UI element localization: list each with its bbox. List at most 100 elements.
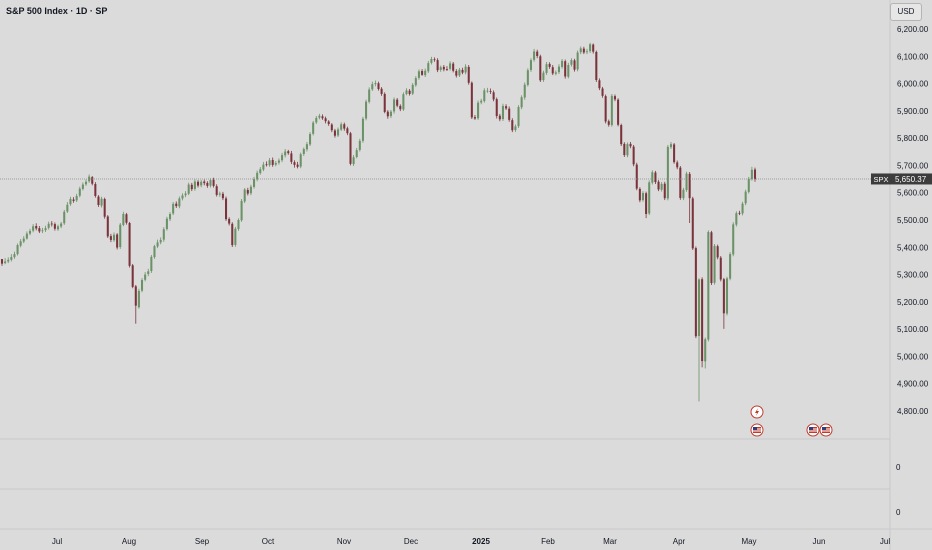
candle-body bbox=[10, 257, 13, 260]
candle-body bbox=[178, 198, 181, 207]
candle-body bbox=[669, 144, 673, 148]
candle-body bbox=[495, 99, 498, 117]
x-tick-label: Mar bbox=[603, 537, 617, 546]
time-axis[interactable]: Jul Aug Sep Oct Nov Dec 2025 Feb Mar Apr May Jun Jul bbox=[52, 537, 890, 546]
candle-body bbox=[732, 224, 735, 255]
candle-body bbox=[673, 144, 676, 163]
candle-body bbox=[526, 70, 529, 85]
us-flag-icon[interactable] bbox=[750, 423, 764, 437]
candle-body bbox=[184, 193, 187, 196]
candle-body bbox=[654, 172, 657, 183]
candle-body bbox=[610, 95, 613, 126]
candle-body bbox=[470, 82, 473, 118]
candle-body bbox=[175, 203, 178, 207]
candle-body bbox=[557, 66, 560, 73]
candle-body bbox=[545, 64, 548, 73]
candle-body bbox=[7, 259, 10, 262]
candle-body bbox=[536, 51, 539, 57]
candle-body bbox=[249, 186, 252, 194]
y-tick-label: 5,600.00 bbox=[897, 189, 929, 198]
candle-body bbox=[330, 124, 333, 131]
candle-body bbox=[361, 118, 364, 141]
candle-body bbox=[657, 181, 660, 190]
candle-body bbox=[582, 48, 585, 53]
candle-body bbox=[318, 115, 321, 118]
candle-body bbox=[393, 99, 396, 112]
candle-body bbox=[256, 172, 259, 180]
candle-body bbox=[623, 143, 626, 156]
candle-body bbox=[231, 223, 234, 246]
candle-body bbox=[221, 193, 224, 199]
candle-body bbox=[352, 157, 355, 165]
candle-body bbox=[243, 189, 246, 202]
candle-body bbox=[215, 186, 218, 195]
x-tick-label: Apr bbox=[673, 537, 686, 546]
y-tick-label: 4,900.00 bbox=[897, 380, 929, 389]
candle-body bbox=[548, 63, 551, 67]
candle-body bbox=[122, 213, 125, 225]
candle-body bbox=[88, 176, 91, 182]
candle-body bbox=[414, 78, 417, 86]
candle-body bbox=[483, 90, 486, 102]
candle-body bbox=[225, 198, 228, 220]
candle-body bbox=[106, 216, 109, 237]
candle-body bbox=[685, 173, 688, 190]
candle-body bbox=[697, 279, 701, 336]
candle-body bbox=[38, 228, 41, 232]
price-axis[interactable]: 6,200.00 6,100.00 6,000.00 5,900.00 5,800.00… bbox=[897, 25, 929, 416]
candle-body bbox=[66, 204, 69, 212]
candle-body bbox=[498, 115, 501, 120]
candle-body bbox=[710, 232, 713, 284]
candle-body bbox=[343, 124, 346, 129]
candle-body bbox=[16, 245, 19, 255]
candle-body bbox=[371, 84, 374, 90]
candle-body bbox=[452, 63, 455, 71]
candle-body bbox=[181, 195, 184, 199]
candle-body bbox=[234, 228, 237, 245]
candle-body bbox=[417, 71, 420, 78]
currency-button[interactable]: USD bbox=[890, 3, 922, 21]
us-flag-icon[interactable] bbox=[819, 423, 833, 437]
candle-body bbox=[576, 52, 579, 70]
candle-body bbox=[514, 126, 517, 130]
candle-body bbox=[137, 290, 140, 308]
candle-body bbox=[660, 183, 663, 190]
candle-body bbox=[94, 183, 97, 196]
candle-body bbox=[517, 107, 520, 127]
y-tick-label: 6,200.00 bbox=[897, 25, 929, 34]
candle-body bbox=[119, 224, 122, 248]
candle-body bbox=[439, 67, 442, 70]
candle-body bbox=[4, 261, 7, 264]
y-tick-label: 5,200.00 bbox=[897, 298, 929, 307]
candle-body bbox=[738, 212, 741, 214]
candle-body bbox=[296, 164, 299, 167]
candle-body bbox=[533, 51, 536, 60]
candle-body bbox=[140, 280, 144, 291]
candle-body bbox=[337, 129, 340, 136]
price-tag-value: 5,650.37 bbox=[895, 175, 927, 184]
candle-body bbox=[635, 164, 638, 189]
candle-body bbox=[626, 144, 629, 156]
candle-body bbox=[47, 223, 50, 228]
candle-body bbox=[302, 149, 305, 154]
candle-body bbox=[265, 164, 268, 166]
candle-body bbox=[165, 218, 168, 230]
bolt-icon[interactable] bbox=[750, 405, 764, 419]
y-tick-label: 6,100.00 bbox=[897, 52, 929, 61]
y-tick-label: 5,800.00 bbox=[897, 134, 929, 143]
candle-body bbox=[436, 60, 439, 71]
candle-body bbox=[193, 181, 196, 189]
candle-body bbox=[421, 71, 424, 75]
x-tick-label: Feb bbox=[541, 537, 555, 546]
event-markers[interactable] bbox=[750, 405, 833, 437]
candle-body bbox=[648, 182, 651, 214]
candle-body bbox=[445, 69, 448, 70]
candle-body bbox=[147, 271, 150, 275]
candle-body bbox=[704, 339, 707, 362]
candle-body bbox=[100, 198, 103, 206]
candle-body bbox=[725, 278, 729, 314]
candle-body bbox=[604, 96, 607, 122]
candle-body bbox=[505, 106, 508, 109]
us-flag-icon[interactable] bbox=[806, 423, 820, 437]
